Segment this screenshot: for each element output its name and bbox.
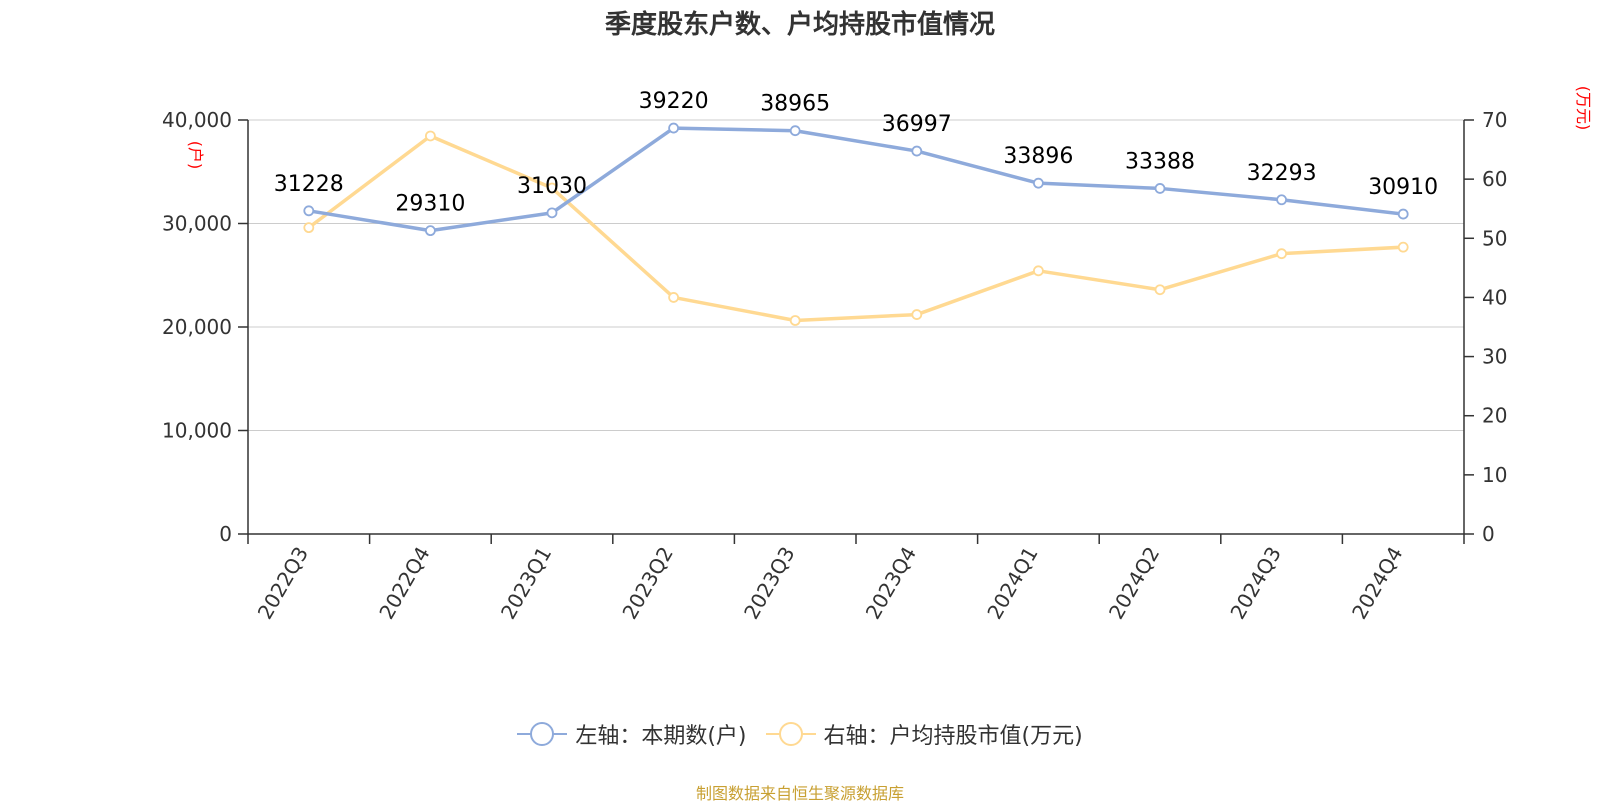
legend-label-right: 右轴：户均持股市值(万元) [823, 724, 1083, 749]
point-right-2023Q1[interactable] [546, 182, 558, 194]
data-label-2023Q2: 39220 [639, 89, 709, 114]
point-right-2023Q2[interactable] [668, 292, 679, 303]
x-tick-label-2024Q2: 2024Q2 [1104, 543, 1164, 624]
left-tick-label-0: 0 [219, 522, 232, 546]
point-left-2023Q3[interactable] [789, 125, 801, 137]
right-tick-label-3: 30 [1482, 345, 1507, 369]
point-left-2023Q2[interactable] [668, 122, 679, 134]
right-tick-label-1: 10 [1482, 463, 1507, 487]
point-left-2023Q1[interactable] [546, 207, 558, 219]
point-right-2024Q2[interactable] [1154, 284, 1166, 296]
data-label-2023Q4: 36997 [882, 112, 952, 137]
x-tick-label-2024Q4: 2024Q4 [1347, 543, 1407, 624]
legend-item-right-axis[interactable]: 右轴：户均持股市值(万元) [765, 718, 1083, 750]
point-right-2023Q4[interactable] [911, 309, 923, 320]
x-tick-label-2024Q1: 2024Q1 [982, 543, 1042, 624]
point-left-2023Q4[interactable] [911, 145, 923, 157]
left-tick-label-4: 40,000 [162, 108, 232, 132]
point-right-2023Q3[interactable] [789, 315, 801, 326]
left-tick-label-3: 30,000 [162, 212, 232, 236]
legend-swatch-left [517, 722, 568, 746]
source-note: 制图数据来自恒生聚源数据库 [695, 784, 904, 803]
point-left-2024Q4[interactable] [1397, 208, 1409, 220]
data-label-2022Q4: 29310 [395, 192, 465, 217]
right-tick-label-0: 0 [1482, 522, 1495, 546]
legend-swatch-right [765, 722, 816, 746]
x-tick-label-2022Q4: 2022Q4 [374, 543, 434, 624]
data-label-2023Q1: 31030 [517, 174, 587, 199]
right-tick-label-2: 20 [1482, 404, 1507, 428]
x-tick-label-2023Q3: 2023Q3 [739, 543, 799, 624]
point-left-2024Q1[interactable] [1033, 177, 1044, 189]
x-tick-label-2023Q4: 2023Q4 [861, 543, 921, 624]
point-right-2024Q1[interactable] [1033, 265, 1044, 277]
data-label-2024Q1: 33896 [1003, 144, 1073, 169]
point-left-2024Q2[interactable] [1154, 183, 1166, 194]
point-right-2022Q4[interactable] [424, 130, 436, 142]
right-axis-unit: (万元) [1574, 86, 1593, 131]
legend-label-left: 左轴：本期数(户) [575, 724, 747, 749]
data-label-2023Q3: 38965 [760, 92, 830, 117]
x-tick-label-2024Q3: 2024Q3 [1225, 543, 1285, 624]
point-left-2024Q3[interactable] [1276, 194, 1287, 206]
point-right-2024Q4[interactable] [1397, 241, 1409, 253]
axes: 0 10,000 20,000 30,000 40,000 0 10 20 30 40 50 60 70… [162, 86, 1593, 623]
left-tick-label-1: 10,000 [162, 419, 232, 443]
grid-lines [248, 119, 1464, 431]
data-label-2024Q4: 30910 [1368, 175, 1438, 200]
right-tick-label-5: 50 [1482, 226, 1507, 250]
series-line-right [307, 134, 1404, 323]
point-left-2022Q4[interactable] [424, 225, 436, 237]
data-labels: 31228 29310 31030 39220 38965 36997 33896 33388… [274, 89, 1438, 217]
point-left-2022Q3[interactable] [303, 205, 315, 217]
x-tick-label-2022Q3: 2022Q3 [253, 543, 313, 624]
chart-title: 季度股东户数、户均持股市值情况 [604, 10, 995, 40]
point-right-2022Q3[interactable] [303, 222, 315, 234]
left-tick-label-2: 20,000 [162, 315, 232, 339]
series-layer [303, 122, 1409, 326]
legend: 左轴：本期数(户) 右轴：户均持股市值(万元) [0, 718, 1600, 752]
data-label-2024Q2: 33388 [1125, 149, 1195, 174]
left-axis-unit: (户) [186, 141, 205, 170]
series-line-left [308, 126, 1404, 233]
legend-item-left-axis[interactable]: 左轴：本期数(户) [517, 718, 747, 750]
data-label-2024Q3: 32293 [1247, 161, 1317, 186]
x-tick-label-2023Q2: 2023Q2 [617, 543, 677, 624]
x-tick-label-2023Q1: 2023Q1 [496, 543, 556, 624]
data-label-2022Q3: 31228 [274, 172, 344, 197]
right-tick-label-6: 60 [1482, 167, 1507, 191]
chart-plot: 0 10,000 20,000 30,000 40,000 0 10 20 30 40 50 60 70… [162, 86, 1593, 623]
right-tick-label-4: 40 [1482, 285, 1507, 309]
right-tick-label-7: 70 [1482, 108, 1507, 132]
point-right-2024Q3[interactable] [1276, 248, 1287, 260]
